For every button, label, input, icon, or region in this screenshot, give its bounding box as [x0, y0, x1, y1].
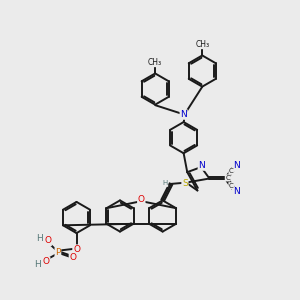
Text: O: O: [73, 245, 80, 254]
Text: O: O: [43, 257, 50, 266]
Text: CH₃: CH₃: [195, 40, 209, 49]
Text: CH₃: CH₃: [148, 58, 162, 67]
Text: N: N: [233, 161, 239, 170]
Text: H: H: [162, 180, 168, 186]
Text: C: C: [229, 183, 234, 189]
Text: H: H: [36, 234, 43, 243]
Text: N: N: [198, 161, 205, 170]
Text: O: O: [44, 236, 51, 245]
Text: S: S: [182, 179, 188, 188]
Text: O: O: [69, 253, 76, 262]
Text: N: N: [233, 187, 239, 196]
Text: H: H: [34, 260, 41, 269]
Text: O: O: [138, 196, 145, 205]
Text: N: N: [180, 110, 187, 119]
Text: C: C: [225, 175, 230, 181]
Text: P: P: [55, 248, 61, 257]
Text: C: C: [229, 168, 234, 174]
